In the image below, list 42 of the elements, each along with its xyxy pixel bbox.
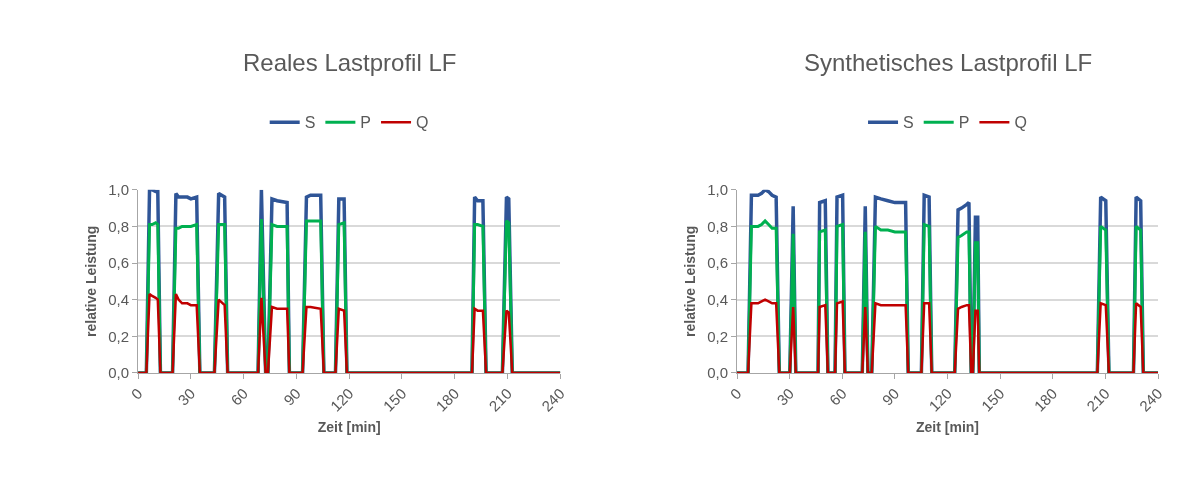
y-tick-label: 0,2 [108,327,130,345]
legend-label: Q [1014,114,1027,132]
y-axis-title: relative Leistung [82,225,99,337]
x-tick-label: 240 [538,384,568,415]
x-tick-label: 180 [432,384,463,415]
chart-title: Reales Lastprofil LF [243,49,457,76]
x-tick-label: 210 [485,384,515,415]
y-tick-label: 0,2 [707,327,729,345]
x-tick-label: 150 [379,384,410,415]
x-tick-label: 150 [977,384,1008,415]
legend-label: S [903,114,914,132]
y-axis-title: relative Leistung [681,225,698,337]
x-tick-label: 90 [878,384,903,409]
x-tick-label: 0 [127,384,146,403]
x-axis-title: Zeit [min] [916,418,980,435]
y-tick-label: 0,4 [707,290,729,308]
x-tick-label: 120 [326,384,357,415]
x-tick-label: 30 [174,384,199,409]
y-tick-label: 0,8 [108,217,130,235]
y-tick-label: 0,0 [707,364,729,382]
x-tick-label: 60 [825,384,850,409]
legend-label: S [304,114,316,132]
y-tick-label: 0,0 [108,364,130,382]
legend-label: P [958,114,970,132]
x-tick-label: 180 [1030,384,1061,415]
legend-label: Q [416,114,429,132]
y-tick-label: 0,6 [707,254,729,272]
x-tick-label: 120 [925,384,955,415]
y-tick-label: 1,0 [108,181,130,198]
y-tick-label: 0,4 [108,290,130,308]
chart-title: Synthetisches Lastprofil LF [804,49,1093,76]
x-axis-title: Zeit [min] [317,418,381,435]
x-tick-label: 60 [227,384,252,409]
legend-label: P [360,114,372,132]
x-tick-label: 90 [280,384,304,409]
x-tick-label: 0 [726,384,745,403]
y-tick-label: 0,8 [707,217,729,235]
x-tick-label: 30 [773,384,798,409]
y-tick-label: 0,6 [108,254,130,272]
x-tick-label: 210 [1083,384,1113,415]
x-tick-label: 240 [1135,384,1166,415]
y-tick-label: 1,0 [707,181,729,198]
